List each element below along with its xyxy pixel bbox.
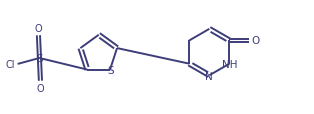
Text: NH: NH: [222, 60, 237, 70]
Text: O: O: [35, 24, 42, 34]
Text: Cl: Cl: [5, 59, 15, 69]
Text: O: O: [252, 36, 260, 46]
Text: S: S: [107, 66, 114, 75]
Text: S: S: [36, 53, 43, 63]
Text: O: O: [37, 83, 44, 93]
Text: N: N: [205, 71, 213, 81]
